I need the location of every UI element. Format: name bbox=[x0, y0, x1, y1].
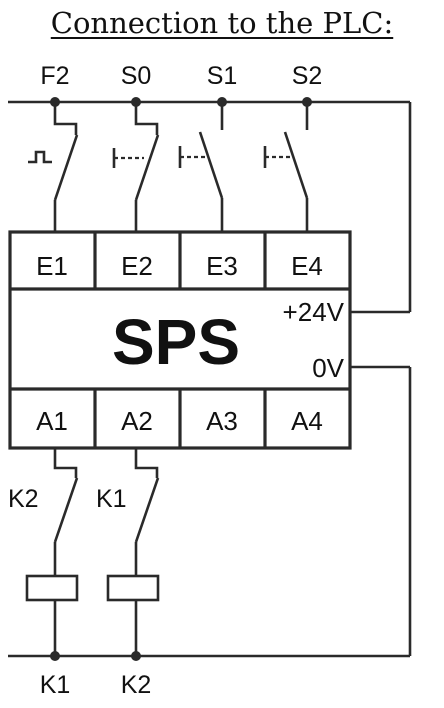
plc-supply-0v: 0V bbox=[312, 353, 344, 383]
output-branch-a2 bbox=[106, 448, 160, 656]
contact-s2-start-no bbox=[263, 102, 309, 232]
plc-output-a2: A2 bbox=[121, 406, 153, 436]
interlock-contact-k2: K2 bbox=[8, 485, 39, 513]
diagram-title: Connection to the PLC: bbox=[50, 6, 394, 40]
label-s0: S0 bbox=[121, 62, 152, 90]
plc-output-a3: A3 bbox=[206, 406, 238, 436]
junction-dot-k1 bbox=[50, 651, 60, 661]
junction-dot-k2 bbox=[131, 651, 141, 661]
coil-k1 bbox=[25, 574, 79, 602]
plc-supply-24v: +24V bbox=[283, 297, 345, 327]
contact-s0-stop-nc bbox=[112, 102, 160, 232]
coil-label-k1: K1 bbox=[40, 671, 71, 699]
label-f2: F2 bbox=[40, 62, 69, 90]
output-branch-a1 bbox=[25, 448, 79, 656]
plc-output-a1: A1 bbox=[36, 406, 68, 436]
plc-name: SPS bbox=[112, 306, 240, 378]
contact-s1-start-no bbox=[178, 102, 224, 232]
coil-label-k2: K2 bbox=[121, 671, 152, 699]
interlock-contact-k1: K1 bbox=[96, 485, 127, 513]
plc-input-e2: E2 bbox=[121, 251, 153, 281]
contact-f2-thermal-nc bbox=[28, 102, 79, 232]
plc-output-a4: A4 bbox=[291, 406, 323, 436]
label-s1: S1 bbox=[207, 62, 238, 90]
plc-input-e3: E3 bbox=[206, 251, 238, 281]
plc-input-e4: E4 bbox=[291, 251, 323, 281]
label-s2: S2 bbox=[292, 62, 323, 90]
plc-input-e1: E1 bbox=[36, 251, 68, 281]
coil-k2 bbox=[106, 574, 160, 602]
